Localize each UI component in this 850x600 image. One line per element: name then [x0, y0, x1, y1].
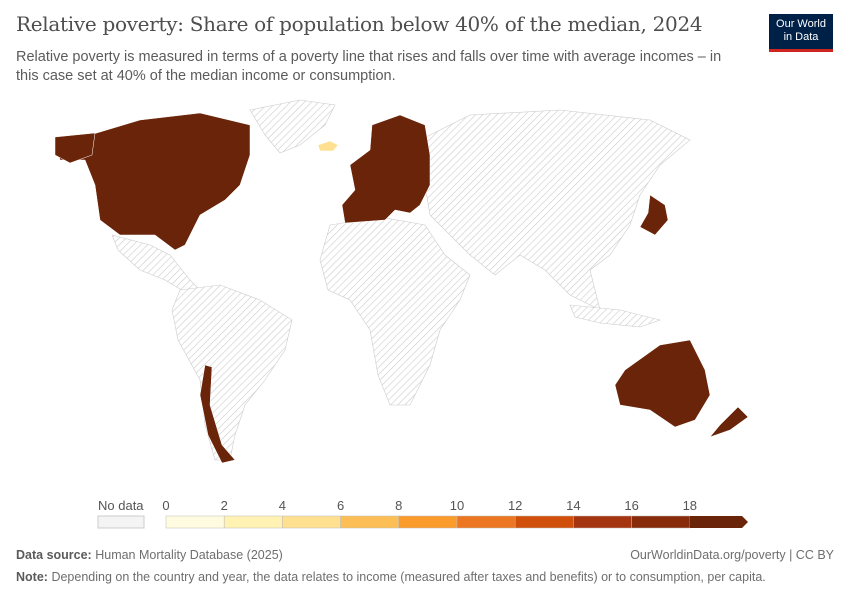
data-source: Data source: Human Mortality Database (2…	[16, 548, 283, 562]
chart-subtitle: Relative poverty is measured in terms of…	[16, 49, 722, 84]
greenland[interactable]	[249, 99, 336, 154]
color-legend: No data 0 2 4 6 8 10 12 14 16 18	[97, 498, 748, 529]
australia[interactable]	[614, 339, 711, 428]
south-america[interactable]	[171, 284, 293, 461]
chart-title: Relative poverty: Share of population be…	[16, 12, 703, 36]
legend-bin	[165, 515, 225, 529]
legend-tick: 8	[395, 498, 402, 513]
central-america[interactable]	[111, 234, 201, 296]
legend-bin	[398, 515, 458, 529]
legend-bin	[456, 515, 516, 529]
note: Note: Depending on the country and year,…	[16, 570, 766, 584]
world-map[interactable]	[0, 95, 850, 475]
chile[interactable]	[199, 364, 236, 464]
source-link[interactable]: OurWorldinData.org/poverty | CC BY	[630, 548, 834, 562]
legend-bin	[573, 515, 632, 529]
legend-tick: 2	[221, 498, 228, 513]
indonesia[interactable]	[569, 304, 662, 328]
legend-tick: 16	[624, 498, 638, 513]
no-data-label: No data	[98, 498, 144, 513]
new-zealand[interactable]	[709, 406, 749, 438]
japan[interactable]	[639, 194, 669, 236]
asia[interactable]	[419, 109, 691, 311]
legend-bin	[223, 515, 283, 529]
legend-tick: 12	[508, 498, 522, 513]
alaska[interactable]	[54, 132, 96, 164]
europe[interactable]	[341, 114, 431, 224]
legend-bin-last	[689, 516, 748, 528]
legend-tick: 14	[566, 498, 580, 513]
canada-usa[interactable]	[54, 112, 251, 251]
legend-bin	[631, 515, 691, 529]
iceland[interactable]	[317, 140, 339, 152]
legend-tick: 4	[279, 498, 286, 513]
owid-logo[interactable]: Our World in Data	[769, 14, 833, 52]
no-data-swatch	[97, 515, 145, 529]
africa[interactable]	[319, 216, 471, 406]
legend-tick: 0	[162, 498, 169, 513]
legend-bin	[282, 515, 341, 529]
legend-bin	[514, 515, 574, 529]
legend-bin	[340, 515, 400, 529]
legend-tick: 10	[450, 498, 464, 513]
legend-tick: 6	[337, 498, 344, 513]
legend-tick: 18	[683, 498, 697, 513]
